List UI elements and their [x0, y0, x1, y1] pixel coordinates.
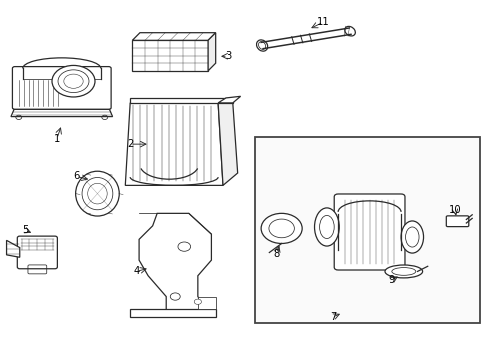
Text: 5: 5: [22, 225, 28, 235]
Ellipse shape: [319, 215, 334, 239]
Text: 4: 4: [133, 266, 140, 276]
Text: 1: 1: [54, 134, 60, 144]
Text: 11: 11: [317, 17, 330, 27]
FancyBboxPatch shape: [334, 194, 405, 270]
Circle shape: [52, 66, 95, 97]
Ellipse shape: [392, 267, 416, 275]
Text: 9: 9: [389, 275, 395, 285]
Bar: [255, 137, 480, 323]
Polygon shape: [198, 297, 216, 309]
Circle shape: [194, 299, 201, 305]
Bar: [132, 40, 208, 71]
Text: 10: 10: [449, 206, 462, 216]
Circle shape: [171, 293, 180, 300]
Ellipse shape: [257, 40, 268, 51]
Polygon shape: [218, 103, 238, 185]
Polygon shape: [6, 240, 20, 257]
Polygon shape: [132, 33, 216, 40]
Polygon shape: [218, 96, 241, 103]
Ellipse shape: [75, 171, 119, 216]
Polygon shape: [125, 103, 223, 185]
FancyBboxPatch shape: [446, 216, 469, 226]
Ellipse shape: [88, 183, 107, 204]
Polygon shape: [208, 33, 216, 71]
Circle shape: [178, 242, 191, 251]
Circle shape: [261, 213, 302, 243]
Circle shape: [58, 70, 89, 93]
Ellipse shape: [385, 265, 422, 278]
FancyBboxPatch shape: [12, 67, 111, 109]
Ellipse shape: [401, 221, 423, 253]
Polygon shape: [130, 309, 216, 318]
Polygon shape: [139, 213, 211, 318]
Text: 7: 7: [330, 312, 336, 322]
Text: 8: 8: [273, 248, 280, 258]
Polygon shape: [130, 98, 233, 103]
Ellipse shape: [345, 26, 355, 36]
Circle shape: [64, 74, 83, 88]
Ellipse shape: [406, 227, 419, 247]
Text: 3: 3: [225, 51, 231, 61]
Text: 6: 6: [73, 171, 79, 181]
Ellipse shape: [259, 42, 266, 49]
Ellipse shape: [82, 177, 113, 210]
Circle shape: [269, 219, 294, 238]
Text: 2: 2: [127, 139, 133, 149]
Ellipse shape: [315, 208, 339, 246]
FancyBboxPatch shape: [17, 236, 57, 269]
